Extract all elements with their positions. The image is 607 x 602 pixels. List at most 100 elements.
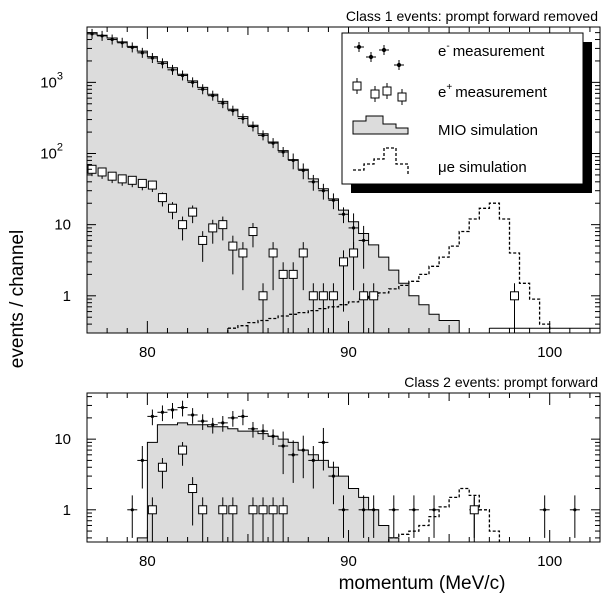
panel-class2-eminus-point (358, 495, 369, 538)
y-axis-label: events / channel (7, 230, 28, 368)
panel-class1-eplus-point (339, 250, 348, 312)
panel-class1-eminus-point (207, 90, 218, 101)
panel-class1-eplus-point (157, 192, 167, 207)
panel-class2-xtick-label: 100 (537, 553, 562, 570)
panel-class1-eminus-point (167, 64, 178, 75)
panel-class2-eminus-point (147, 409, 158, 426)
panel-class1-eminus-point (328, 193, 339, 210)
panel-class1-eplus-point (369, 283, 379, 333)
panel-class2-eminus-point (197, 414, 208, 430)
panel-class1-ytick-label-base: 1 (63, 288, 71, 305)
panel-class1-eminus-point (117, 37, 128, 48)
panel-class2-title: Class 2 events: prompt forward (404, 374, 598, 390)
panel-class1-title: Class 1 events: prompt forward removed (346, 8, 598, 24)
panel-class2-eminus-point (388, 495, 399, 538)
panel-class2-eplus-point (188, 477, 198, 526)
panel-class2-eminus-point (217, 416, 228, 432)
panel-class2-ytick-label-base: 1 (63, 502, 71, 519)
panel-class1-ytick-label-base: 10 (40, 74, 57, 91)
panel-class1-eplus-point (238, 242, 248, 291)
panel-class1-eplus-point (188, 205, 198, 224)
panel-class1-eplus-point (208, 219, 218, 244)
legend-eminus-text: measurement (453, 43, 546, 60)
legend-eminus-prefix: e (438, 43, 446, 60)
panel-class1-eminus-point (157, 58, 168, 69)
panel-class1-eplus-point (137, 178, 147, 191)
panel-class2-plot (127, 400, 580, 543)
panel-class2-eplus-point (268, 497, 278, 542)
panel-class1-eminus-point (298, 163, 309, 180)
panel-class1-eminus-point (187, 77, 198, 88)
legend-eplus-label: e+ measurement (438, 82, 548, 101)
panel-class1-eplus-point (107, 171, 117, 184)
panel-class1-eplus-point (359, 283, 369, 333)
panel-class2-eplus-point (278, 497, 288, 542)
panel-class2-eminus-point (429, 495, 440, 538)
panel-class2-eminus-point (569, 495, 580, 538)
panel-class2-eminus-point (247, 421, 258, 438)
panel-class2-eplus-point (228, 497, 238, 542)
panel-class1-ytick-label: 1 (63, 288, 71, 305)
panel-class2-eminus-point (187, 408, 198, 424)
panel-class1-ytick-label: 103 (40, 70, 63, 91)
legend-eplus-symbol (352, 78, 407, 105)
panel-class1-eplus-point (178, 216, 188, 241)
panel-class1-xtick-label: 90 (340, 344, 357, 361)
panel-class1-eplus-point (308, 283, 318, 333)
panel-class2-eminus-point (167, 402, 178, 419)
panel-class1-eplus-point (127, 175, 137, 188)
panel-class1-eplus-point (318, 283, 328, 333)
panel-class1-eminus-point (318, 183, 329, 200)
panel-class1-ytick-label-base: 10 (40, 146, 57, 163)
panel-class2-eminus-point (288, 440, 299, 483)
panel-class1-eminus-point (137, 47, 148, 58)
panel-class1-ytick-label-exp: 3 (57, 70, 63, 82)
legend-mue-label: μe simulation (438, 159, 527, 176)
panel-class2-eminus-point (408, 495, 419, 538)
panel-class2-eminus-point (237, 409, 248, 426)
panel-class1-ytick-label-base: 10 (54, 217, 71, 234)
panel-class1-eplus-point (168, 202, 177, 220)
panel-class1-eminus-point (268, 138, 279, 149)
panel-class2-eminus-point (207, 417, 218, 434)
panel-class2-ytick-label: 1 (63, 502, 71, 519)
panel-class1-eminus-point (217, 98, 228, 109)
panel-class1-eminus-point (97, 30, 108, 41)
legend-mio-symbol (352, 115, 409, 135)
panel-class1-eplus-point (198, 231, 208, 262)
panel-class2-ytick-label: 10 (54, 431, 71, 448)
panel-class1-eminus-point (107, 34, 118, 45)
panel-class1-eplus-point (349, 242, 359, 291)
panel-class2-ticks: 1 10 80 90 100 (54, 393, 600, 570)
panel-class1-eminus-point (358, 225, 369, 269)
panel-class1-mue-simulation (227, 202, 551, 333)
panel-class1-eminus-point (147, 53, 158, 64)
panel-class1-eplus-point (288, 262, 298, 333)
panel-class1-xtick-label: 80 (139, 344, 156, 361)
panel-class1-eminus-point (197, 84, 208, 95)
panel-class1-plot (86, 28, 600, 334)
legend-mio-label: MIO simulation (438, 122, 538, 139)
panel-class1-eplus-point (328, 283, 338, 333)
panel-class1-eplus-point (258, 283, 268, 333)
panel-class1-ytick-label: 102 (40, 142, 63, 163)
panel-class2-eminus-point (278, 431, 289, 475)
panel-class1-eminus-point (247, 121, 258, 132)
legend: e-measurement e+ measurement MIO simulati… (341, 32, 592, 193)
panel-class1-eplus-point (268, 242, 278, 291)
panel-class2-eplus-point (178, 442, 188, 466)
panel-class2: Class 2 events: prompt forward 1 10 80 90 10… (54, 374, 601, 570)
panel-class1-eminus-point (227, 105, 238, 116)
legend-mue-symbol (353, 147, 409, 174)
panel-class1-ytick-label-exp: 2 (57, 142, 63, 154)
legend-eminus-symbol (354, 42, 404, 70)
panel-class2-ytick-label-base: 10 (54, 431, 71, 448)
panel-class2-eminus-point (157, 405, 168, 422)
panel-class2-eplus-point (157, 458, 167, 489)
panel-class1-eplus-point (218, 216, 228, 241)
panel-class2-eminus-point (318, 427, 329, 471)
panel-class2-eplus-point (469, 497, 479, 542)
panel-class2-eminus-point (127, 495, 138, 538)
panel-class1-eplus-point (278, 262, 288, 333)
